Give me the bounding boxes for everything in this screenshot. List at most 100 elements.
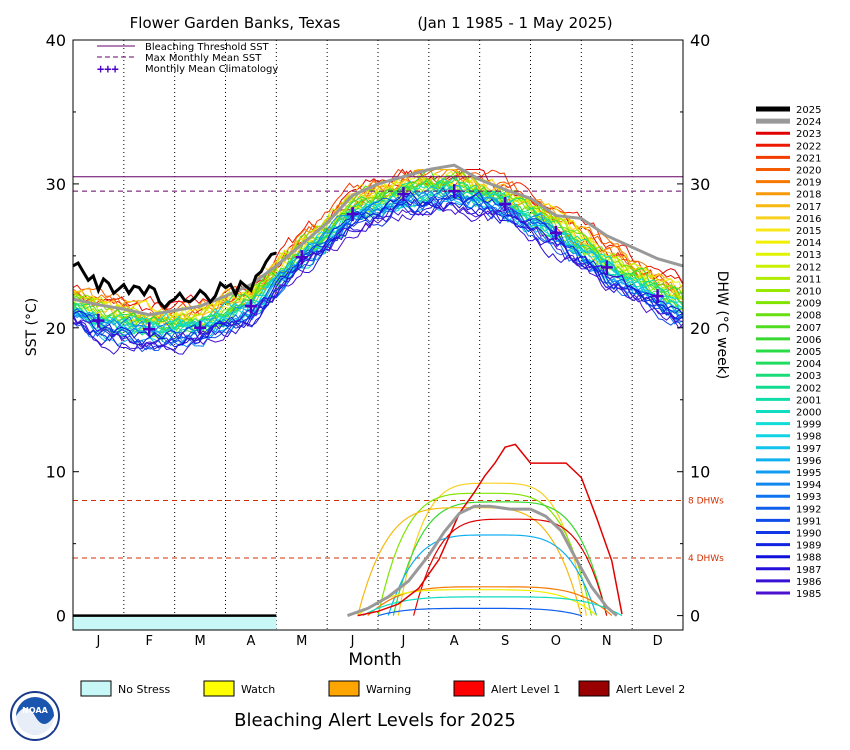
year-label: 2000 [796,408,821,419]
year-label: 2009 [796,299,821,310]
year-label: 1991 [796,516,821,527]
climatology-marker [346,207,359,222]
dhw-line [357,589,597,617]
no-stress-bar [73,616,277,630]
sst-line-2025 [72,251,277,310]
y-tick-label-left: 30 [46,175,66,194]
month-label: D [653,634,663,649]
y-axis-label-right: DHW (°C week) [714,271,730,380]
dhw-line [387,534,598,616]
climatology-marker [194,320,207,335]
alert-swatch [578,680,610,697]
sst-line-2017 [72,169,684,325]
alert-swatch [328,680,360,697]
year-label: 1994 [796,480,821,491]
month-label: A [246,634,255,649]
year-label: 2015 [796,226,821,237]
year-label: 2006 [796,335,821,346]
month-label: J [95,634,100,649]
y-tick-label-left: 10 [46,463,66,482]
dhw-line-2024 [346,504,618,618]
year-label: 2012 [796,262,821,273]
dhw-line [392,501,608,616]
y-tick-label-right: 0 [690,607,700,626]
plot-frame [72,39,684,631]
month-label: A [450,634,459,649]
year-label: 2016 [796,214,821,225]
year-label: 1999 [796,420,821,431]
climatology-marker [499,197,512,212]
chart-title: Flower Garden Banks, Texas [130,14,341,32]
y-tick-label-left: 40 [46,31,66,50]
alert-level-legend: No Stress Watch Warning Alert Level 1 Alert … [80,680,685,697]
year-label: 1993 [796,492,821,503]
month-label: J [400,634,405,649]
climatology-marker [651,289,664,304]
sst-line-1999 [72,185,684,329]
year-label: 1986 [796,577,821,588]
sst-line-2024 [72,163,684,317]
plot-area: 8 DHWs 4 DHWs [72,40,724,630]
climatology-marker [143,322,156,337]
climatology-marker [397,186,410,201]
month-label: J [350,634,355,649]
sst-line-2006 [72,169,684,329]
year-label: 2013 [796,250,821,261]
year-label: 2021 [796,153,821,164]
axes: 0 0 10 10 20 20 30 30 40 40 J F M A M J J A S O N D [46,31,711,649]
alert-swatch [80,680,112,697]
alert-label: Watch [241,683,275,696]
sst-line-2000 [72,184,684,335]
year-label: 1988 [796,553,821,564]
alert-label: No Stress [118,683,171,696]
year-label: 2020 [796,166,821,177]
alert-swatch [203,680,235,697]
dhw-line-2023 [357,443,623,617]
year-label: 2010 [796,287,821,298]
year-label: 2014 [796,238,821,249]
y-tick-label-left: 20 [46,319,66,338]
dhw-bundle-historic [357,482,623,617]
alert-swatch [453,680,485,697]
month-label: S [501,634,509,649]
dhw-threshold-label: 8 DHWs [688,496,724,506]
sst-line-2013 [72,170,684,324]
year-label: 2023 [796,129,821,140]
sst-bundle-historic [72,168,684,355]
dhw-line [377,607,582,617]
sst-line-1989 [72,191,684,346]
year-label: 2007 [796,323,821,334]
climatology-marker [92,313,105,328]
year-label: 2011 [796,274,821,285]
year-label: 1992 [796,504,821,515]
dhw-line [362,596,623,617]
year-label: 2004 [796,359,821,370]
year-label: 2001 [796,395,821,406]
y-tick-label-right: 30 [690,175,710,194]
climatology-marker [549,225,562,240]
year-label: 2018 [796,190,821,201]
legend-label: Max Monthly Mean SST [145,53,262,64]
climatology-marker [295,250,308,265]
year-label: 1996 [796,456,821,467]
year-label: 1997 [796,444,821,455]
year-label: 2022 [796,141,821,152]
sst-line-1987 [72,196,684,352]
year-label: 2025 [796,105,821,116]
dhw-threshold-label: 4 DHWs [688,554,724,564]
sst-line-1986 [72,201,684,355]
year-label: 1985 [796,589,821,600]
footer-title: Bleaching Alert Levels for 2025 [234,710,516,731]
y-tick-label-right: 20 [690,319,710,338]
legend-marker: +++ [97,62,119,76]
year-label: 2017 [796,202,821,213]
sst-line-1998 [72,196,684,343]
x-axis-label: Month [348,650,401,670]
alert-label: Alert Level 2 [616,683,685,696]
year-label: 2008 [796,311,821,322]
month-label: N [602,634,612,649]
year-label: 2005 [796,347,821,358]
